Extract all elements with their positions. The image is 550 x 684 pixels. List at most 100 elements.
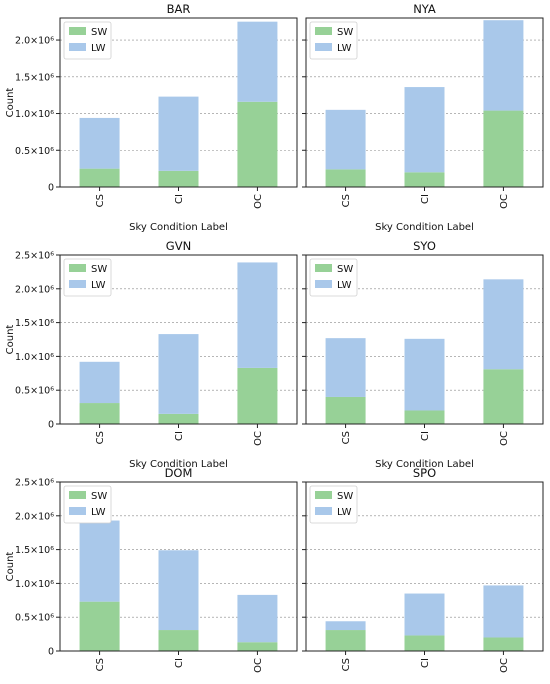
x-tick-label-oc: OC: [499, 431, 510, 446]
x-axis-label: Sky Condition Label: [129, 459, 228, 470]
x-tick-label-cs: CS: [95, 658, 106, 671]
legend-swatch-sw: [69, 491, 86, 499]
y-tick-label: 1.0×10⁶: [15, 109, 54, 120]
y-tick-label: 1.5×10⁶: [15, 72, 54, 83]
x-tick-label-oc: OC: [253, 658, 264, 673]
panel-dom: CS CI OC 0 0.5×10⁶ 1.0×10⁶ 1.5×10⁶ 2.0×10⁶ 2.5×1…: [5, 466, 298, 673]
y-tick-label: 0: [48, 420, 54, 431]
y-tick-label: 2.0×10⁶: [15, 284, 54, 295]
y-tick-label: 0.5×10⁶: [15, 146, 54, 157]
legend-label-lw: LW: [91, 280, 106, 291]
legend-label-lw: LW: [337, 280, 352, 291]
bar-sw-oc: [237, 101, 278, 187]
y-tick-label: 2.0×10⁶: [15, 36, 54, 47]
legend-swatch-sw: [315, 264, 332, 272]
legend-label-sw: SW: [91, 491, 107, 502]
x-tick-label-ci: CI: [420, 194, 431, 204]
legend-label-lw: LW: [337, 507, 352, 518]
bar-lw-oc: [237, 594, 278, 643]
x-tick-label-ci: CI: [174, 658, 185, 668]
y-tick-label: 2.0×10⁶: [15, 511, 54, 522]
legend: SW LW: [63, 485, 112, 524]
bar-lw-cs: [79, 117, 120, 169]
legend-swatch-lw: [69, 507, 86, 515]
legend-label-sw: SW: [337, 27, 353, 38]
x-tick-label-ci: CI: [420, 658, 431, 668]
y-tick-label: 1.5×10⁶: [15, 318, 54, 329]
bar-lw-cs: [325, 109, 366, 170]
panel-nya: CS CI OC NYA Sky Condition Label SW LW: [302, 2, 544, 233]
legend-swatch-sw: [315, 27, 332, 35]
y-tick-label: 2.5×10⁶: [15, 478, 54, 489]
legend-swatch-lw: [315, 507, 332, 515]
bar-sw-ci: [158, 413, 199, 424]
bar-sw-cs: [325, 630, 366, 651]
x-tick-label-cs: CS: [341, 658, 352, 671]
legend-label-sw: SW: [337, 264, 353, 275]
legend-label-sw: SW: [91, 27, 107, 38]
x-axis-label: Sky Condition Label: [129, 222, 228, 233]
panel-title: DOM: [165, 466, 193, 480]
bar-lw-ci: [404, 338, 445, 411]
y-axis-label: Count: [5, 325, 16, 355]
panel-title: BAR: [167, 2, 191, 16]
bar-sw-oc: [483, 369, 524, 424]
bar-lw-oc: [237, 262, 278, 368]
plot-frame: [305, 481, 544, 652]
plot-frame: [305, 17, 544, 188]
x-tick-label-ci: CI: [174, 431, 185, 441]
panel-title: SPO: [413, 466, 436, 480]
x-tick-label-cs: CS: [95, 431, 106, 444]
y-tick-label: 0.5×10⁶: [15, 613, 54, 624]
y-tick-label: 0: [48, 647, 54, 658]
bar-lw-ci: [158, 334, 199, 414]
x-tick-label-ci: CI: [420, 431, 431, 441]
y-axis-label: Count: [5, 552, 16, 582]
bar-sw-cs: [79, 601, 120, 651]
x-tick-label-ci: CI: [174, 194, 185, 204]
legend-swatch-lw: [315, 43, 332, 51]
x-tick-label-cs: CS: [341, 431, 352, 444]
legend-swatch-sw: [315, 491, 332, 499]
bar-lw-ci: [158, 96, 199, 171]
legend-swatch-lw: [315, 280, 332, 288]
panel-bar: CS CI OC 0 0.5×10⁶ 1.0×10⁶ 1.5×10⁶ 2.0×10⁶ BAR Sk…: [5, 2, 298, 233]
bar-lw-cs: [325, 621, 366, 631]
bar-sw-cs: [325, 169, 366, 187]
y-tick-label: 0.5×10⁶: [15, 386, 54, 397]
bar-lw-oc: [483, 585, 524, 638]
legend-swatch-lw: [69, 43, 86, 51]
bar-sw-oc: [237, 642, 278, 651]
legend: SW LW: [63, 258, 112, 297]
x-tick-label-oc: OC: [253, 431, 264, 446]
bar-sw-oc: [237, 367, 278, 424]
panel-syo: CS CI OC SYO Sky Condition Label SW LW: [302, 239, 544, 470]
panel-gvn: CS CI OC 0 0.5×10⁶ 1.0×10⁶ 1.5×10⁶ 2.0×10⁶ 2.5×1…: [5, 239, 298, 470]
legend: SW LW: [63, 21, 112, 60]
plot-frame: [59, 254, 298, 425]
bar-lw-oc: [483, 20, 524, 111]
bar-lw-ci: [404, 87, 445, 173]
bar-sw-oc: [483, 110, 524, 187]
bar-lw-cs: [79, 361, 120, 404]
legend-label-lw: LW: [91, 43, 106, 54]
legend-swatch-lw: [69, 280, 86, 288]
panel-title: GVN: [166, 239, 191, 253]
legend-label-sw: SW: [337, 491, 353, 502]
bar-sw-ci: [158, 630, 199, 651]
y-tick-label: 0: [48, 183, 54, 194]
x-tick-label-oc: OC: [499, 658, 510, 673]
bar-sw-oc: [483, 637, 524, 651]
bar-sw-ci: [404, 410, 445, 424]
legend: SW LW: [309, 258, 358, 297]
legend-label-lw: LW: [337, 43, 352, 54]
panel-title: SYO: [413, 239, 436, 253]
bar-sw-ci: [158, 170, 199, 187]
bar-lw-oc: [237, 21, 278, 102]
y-tick-label: 1.0×10⁶: [15, 352, 54, 363]
legend-swatch-sw: [69, 27, 86, 35]
x-tick-label-oc: OC: [499, 194, 510, 209]
bar-sw-cs: [79, 168, 120, 187]
